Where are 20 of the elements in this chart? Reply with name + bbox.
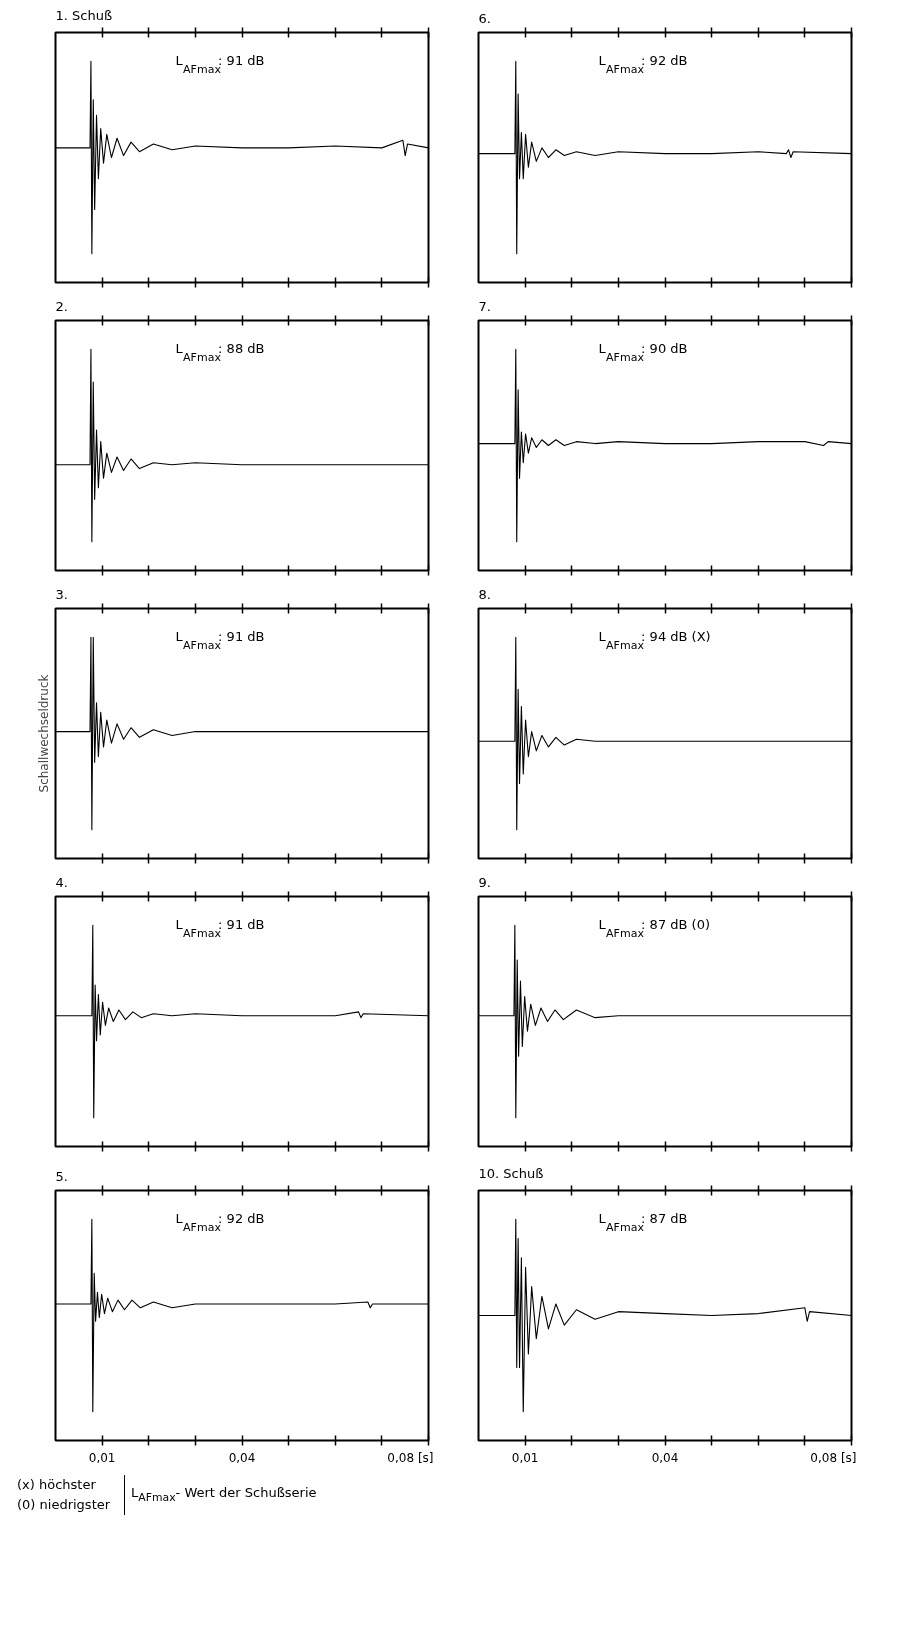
x-tick-label: 0,04: [228, 1450, 256, 1465]
x-tick-label: 0,08 [s]: [810, 1450, 857, 1465]
x-tick-label: 0,01: [88, 1450, 116, 1465]
chart-title: 1. Schuß: [55, 7, 113, 23]
chart-title: 3.: [55, 586, 68, 602]
text: (x) höchster: [17, 1477, 96, 1492]
x-tick-label: 0,01: [511, 1450, 539, 1465]
chart-title: 4.: [55, 874, 68, 890]
chart-title: 7.: [478, 298, 491, 314]
chart-title: 5.: [55, 1168, 68, 1184]
y-axis-title: Schallwechseldruck: [36, 674, 51, 793]
chart-title: 9.: [478, 874, 491, 890]
chart-title: 8.: [478, 586, 491, 602]
chart-title: 2.: [55, 298, 68, 314]
text: (0) niedrigster: [17, 1497, 111, 1512]
x-tick-label: 0,04: [651, 1450, 679, 1465]
chart-title: 6.: [478, 10, 491, 26]
x-tick-label: 0,08 [s]: [387, 1450, 434, 1465]
chart-title: 10. Schuß: [478, 1165, 544, 1181]
text: L$_{AFmax}$- Wert der Schußserie: [130, 1484, 317, 1506]
